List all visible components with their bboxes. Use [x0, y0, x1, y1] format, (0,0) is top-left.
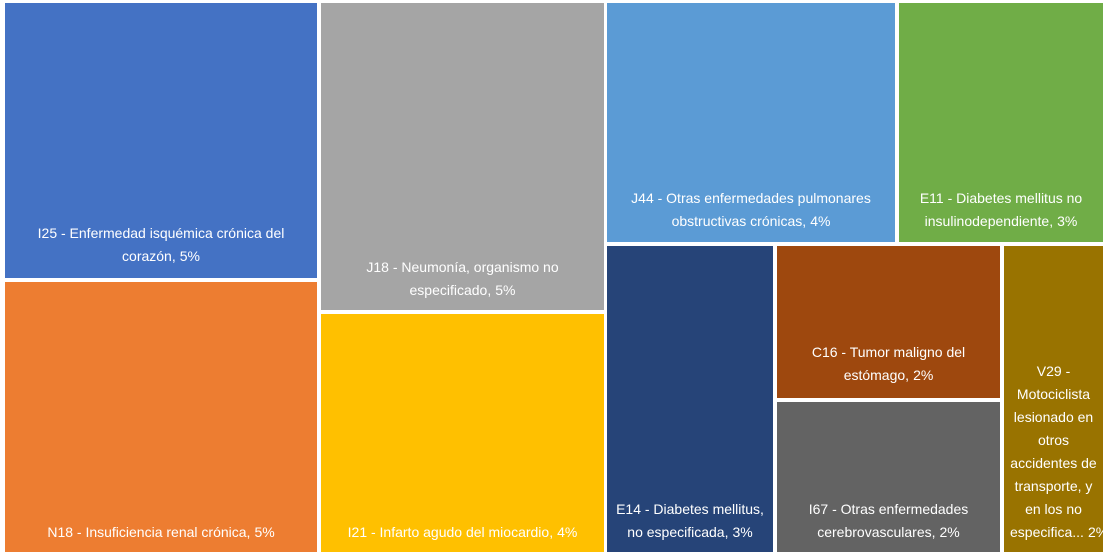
tile-label: I21 - Infarto agudo del miocardio, 4%	[321, 521, 604, 544]
tile: E14 - Diabetes mellitus, no especificada…	[607, 246, 773, 552]
tile-label: E14 - Diabetes mellitus, no especificada…	[607, 498, 773, 544]
tile-label: C16 - Tumor maligno del estómago, 2%	[777, 341, 1000, 387]
value-label: 4%	[810, 213, 831, 229]
value-label: 2%	[1087, 524, 1103, 540]
value-label: 5%	[495, 282, 516, 298]
category-label: J44 - Otras enfermedades pulmonares obst…	[631, 190, 871, 229]
category-label: E11 - Diabetes mellitus no insulinodepen…	[919, 190, 1083, 229]
tile-label: I25 - Enfermedad isquémica crónica del c…	[5, 222, 317, 268]
tile: J44 - Otras enfermedades pulmonares obst…	[607, 3, 895, 242]
tile: I67 - Otras enfermedades cerebrovascular…	[777, 402, 1000, 552]
tile: E11 - Diabetes mellitus no insulinodepen…	[899, 3, 1103, 242]
value-label: 5%	[179, 248, 200, 264]
value-label: 3%	[732, 524, 753, 540]
tile-label: V29 - Motociclista lesionado en otros ac…	[1004, 360, 1103, 544]
value-label: 2%	[939, 524, 960, 540]
value-label: 4%	[557, 524, 578, 540]
tile: C16 - Tumor maligno del estómago, 2%	[777, 246, 1000, 398]
category-label: I25 - Enfermedad isquémica crónica del c…	[37, 225, 285, 264]
tile-label: J44 - Otras enfermedades pulmonares obst…	[607, 187, 895, 233]
value-label: 5%	[254, 524, 275, 540]
tile-label: I67 - Otras enfermedades cerebrovascular…	[777, 498, 1000, 544]
category-label: I21 - Infarto agudo del miocardio,	[347, 524, 554, 540]
tile: I21 - Infarto agudo del miocardio, 4%	[321, 314, 604, 552]
value-label: 3%	[1057, 213, 1078, 229]
tile: N18 - Insuficiencia renal crónica, 5%	[5, 282, 317, 552]
tile-label: J18 - Neumonía, organismo no especificad…	[321, 256, 604, 302]
tile: J18 - Neumonía, organismo no especificad…	[321, 3, 604, 310]
category-label: V29 - Motociclista lesionado en otros ac…	[1010, 363, 1097, 540]
value-label: 2%	[913, 367, 934, 383]
tile: V29 - Motociclista lesionado en otros ac…	[1004, 246, 1103, 552]
tile-label: N18 - Insuficiencia renal crónica, 5%	[5, 521, 317, 544]
category-label: E14 - Diabetes mellitus, no especificada…	[616, 501, 764, 540]
category-label: N18 - Insuficiencia renal crónica,	[47, 524, 251, 540]
category-label: C16 - Tumor maligno del estómago,	[811, 344, 966, 383]
tile: I25 - Enfermedad isquémica crónica del c…	[5, 3, 317, 278]
tile-label: E11 - Diabetes mellitus no insulinodepen…	[899, 187, 1103, 233]
category-label: J18 - Neumonía, organismo no especificad…	[366, 259, 559, 298]
category-label: I67 - Otras enfermedades cerebrovascular…	[808, 501, 969, 540]
